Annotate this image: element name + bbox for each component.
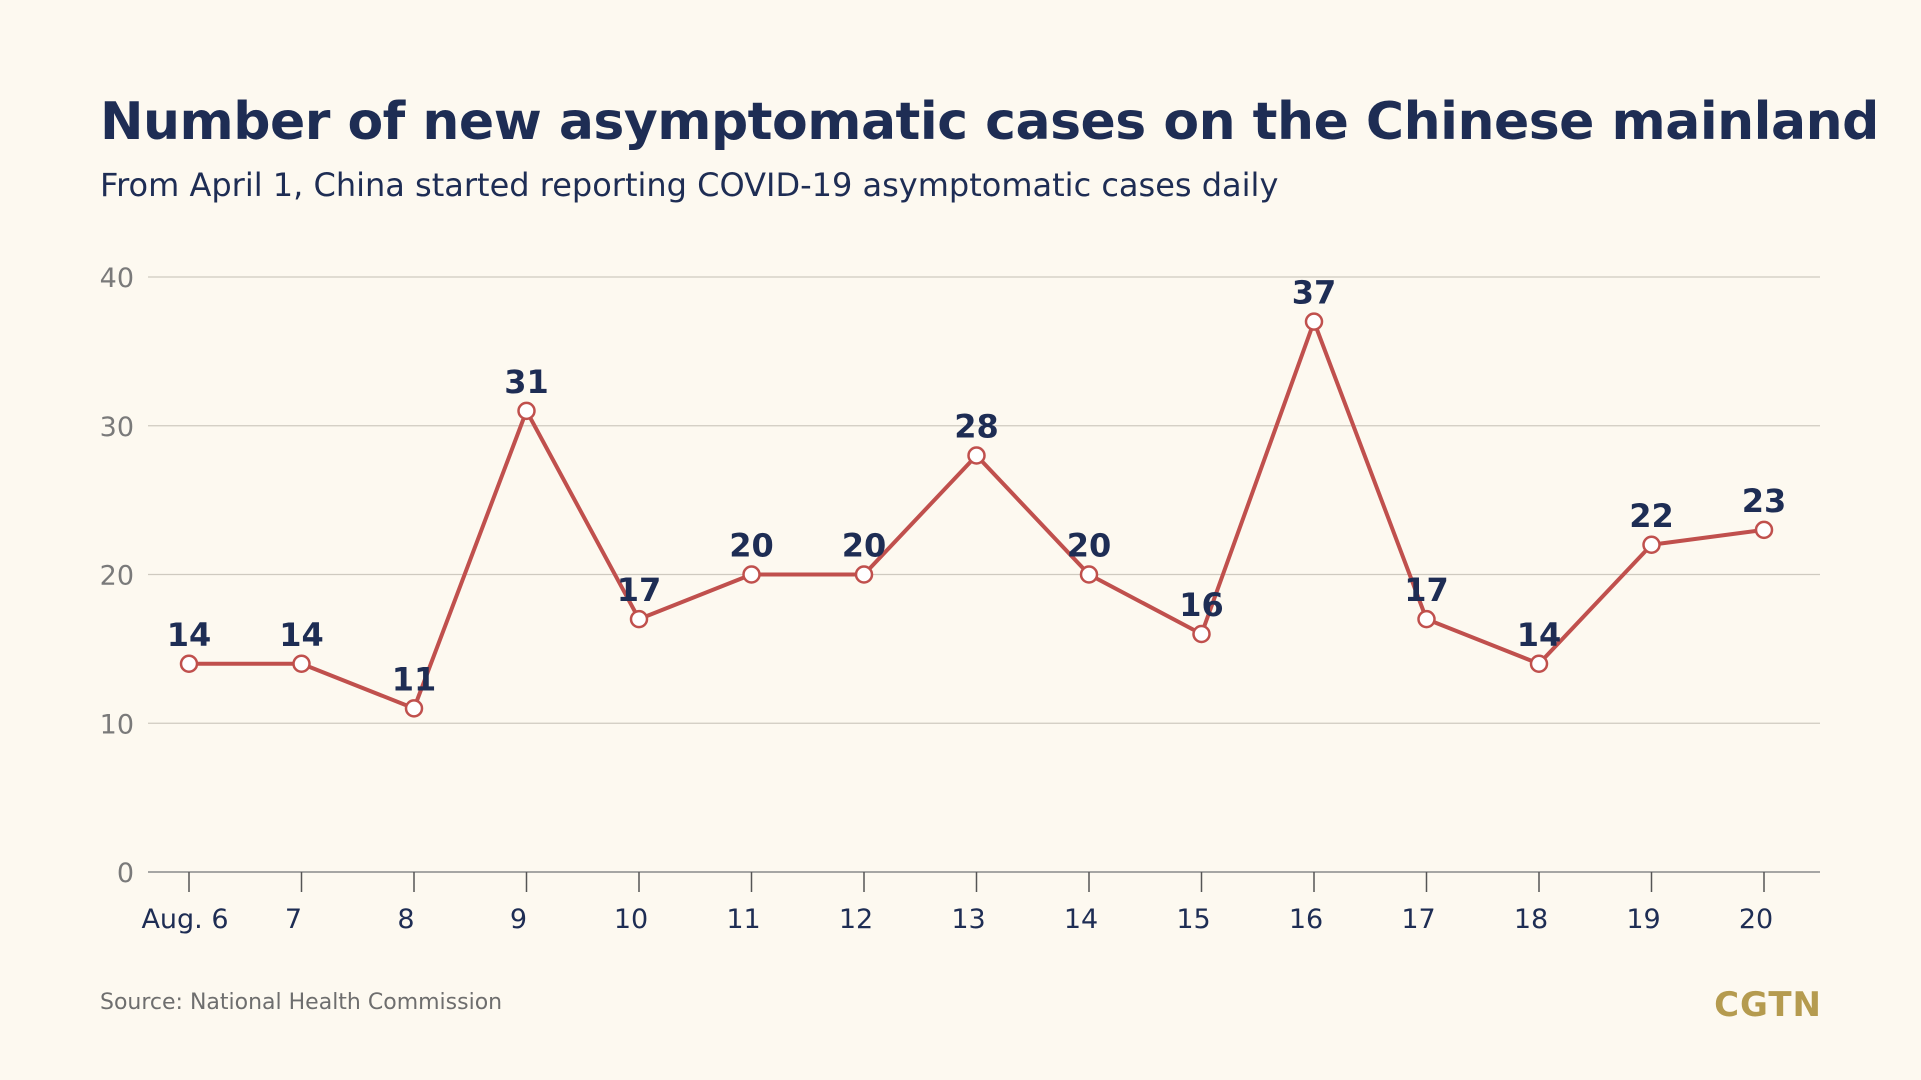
data-point [629,609,649,629]
data-point [1754,520,1774,540]
y-tick-label: 30 [100,412,134,443]
data-point [1304,312,1324,331]
x-tick-label: 12 [839,904,873,935]
data-label: 14 [1517,616,1562,654]
data-label: 37 [1292,274,1337,312]
x-tick-label: Aug. 6 [141,904,228,935]
data-point [1079,565,1099,584]
data-point [1192,624,1211,644]
data-label: 14 [279,616,324,654]
x-tick-label: 16 [1289,904,1323,935]
y-tick-label: 20 [100,561,134,592]
x-tick-label: 18 [1514,904,1548,935]
data-point [404,699,424,718]
chart-title: Number of new asymptomatic cases on the … [100,92,1879,152]
data-label: 20 [729,527,774,565]
data-label: 20 [842,527,887,565]
x-tick-label: 8 [397,904,414,935]
source-note: Source: National Health Commission [100,990,503,1015]
data-point [179,654,199,673]
data-label: 22 [1629,497,1674,535]
data-label: 31 [504,363,549,401]
x-axis: Aug. 6 7 8 9 10 11 12 13 14 15 16 17 18 19 20 [141,871,1820,935]
x-tick-label: 10 [614,904,648,935]
data-label: 17 [617,571,662,609]
data-label: 28 [954,408,999,446]
data-label: 14 [167,616,212,654]
y-axis-ticks: 0 10 20 30 40 [100,263,134,889]
x-tick-label: 15 [1176,904,1210,935]
data-point [742,565,761,584]
x-tick-label: 11 [726,904,760,935]
x-tick-label: 20 [1739,904,1773,935]
gridlines [148,276,1820,724]
data-label: 20 [1067,527,1112,565]
cgtn-logo: CGTN [1714,985,1822,1025]
data-point [967,446,986,465]
data-point [517,401,536,421]
chart-subtitle: From April 1, China started reporting CO… [100,166,1279,204]
data-label: 16 [1179,586,1224,624]
x-tick-label: 7 [285,904,302,935]
data-points [179,312,1774,718]
data-label: 17 [1404,571,1449,609]
y-tick-label: 40 [100,263,134,294]
data-point [1642,535,1661,554]
x-tick-label: 13 [951,904,985,935]
x-tick-label: 14 [1064,904,1098,935]
data-point [1529,654,1549,673]
x-tick-label: 19 [1626,904,1660,935]
data-point [854,565,874,584]
data-labels: 14 14 11 31 17 20 20 28 20 16 37 17 14 22 23 [167,274,1787,699]
x-tick-label: 9 [510,904,527,935]
y-tick-label: 0 [117,858,134,889]
data-label: 23 [1742,482,1787,520]
data-point [292,654,311,673]
y-tick-label: 10 [100,709,134,740]
data-point [1417,609,1436,629]
data-label: 11 [392,660,437,698]
x-tick-label: 17 [1401,904,1435,935]
